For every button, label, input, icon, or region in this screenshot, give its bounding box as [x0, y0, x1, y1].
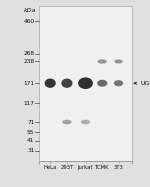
Text: 238: 238 — [23, 59, 34, 64]
Ellipse shape — [45, 79, 56, 88]
Ellipse shape — [97, 80, 107, 87]
Text: TCMK: TCMK — [95, 165, 110, 170]
Bar — [39, 6, 132, 161]
Text: 41: 41 — [27, 138, 34, 143]
Text: kDa: kDa — [24, 8, 36, 13]
Ellipse shape — [78, 77, 93, 89]
Text: 31: 31 — [27, 148, 34, 153]
Ellipse shape — [98, 59, 107, 64]
Ellipse shape — [114, 80, 123, 86]
Text: 55: 55 — [27, 130, 34, 135]
Ellipse shape — [62, 120, 72, 124]
Text: 171: 171 — [24, 81, 34, 86]
Text: 293T: 293T — [60, 165, 74, 170]
Text: 268: 268 — [23, 51, 34, 56]
Text: 3T3: 3T3 — [114, 165, 123, 170]
Text: Jurkat: Jurkat — [78, 165, 93, 170]
Text: HeLa: HeLa — [44, 165, 57, 170]
Text: 117: 117 — [24, 101, 34, 106]
Text: UGGT1: UGGT1 — [134, 81, 150, 86]
Text: 71: 71 — [27, 119, 34, 125]
Text: 460: 460 — [23, 19, 34, 24]
Ellipse shape — [114, 59, 123, 63]
Ellipse shape — [61, 79, 72, 88]
Ellipse shape — [81, 120, 90, 124]
